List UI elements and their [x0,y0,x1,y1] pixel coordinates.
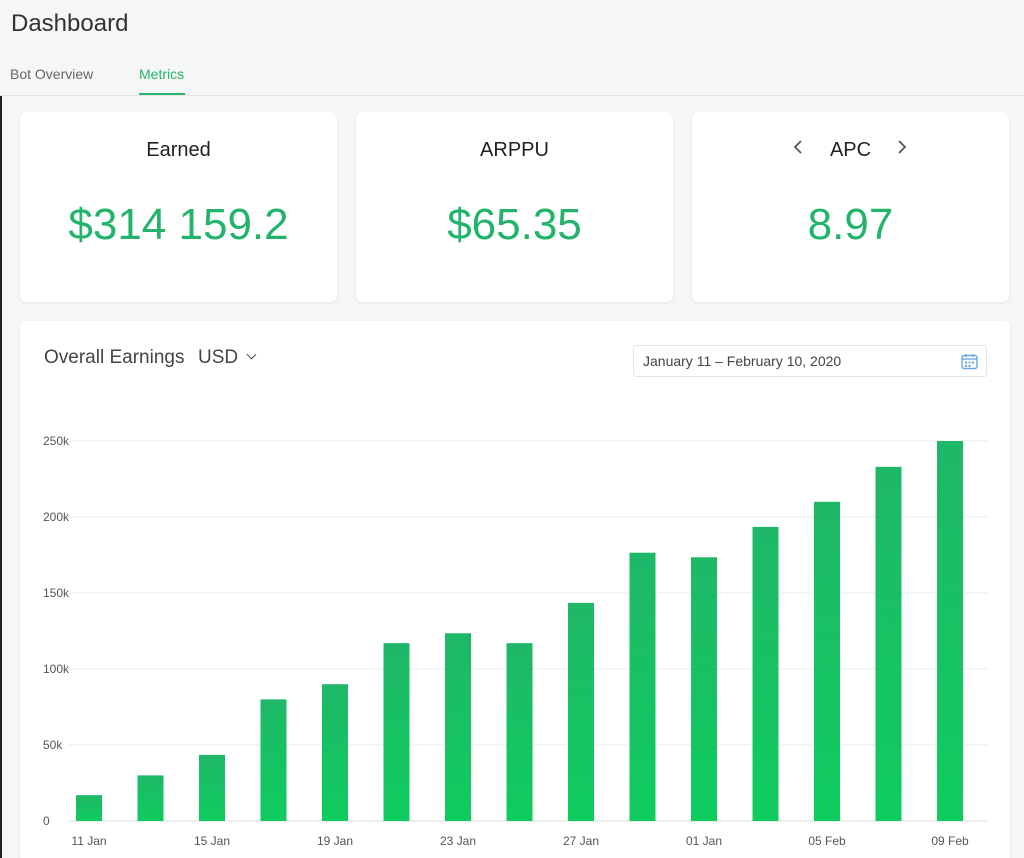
date-range-text: January 11 – February 10, 2020 [643,353,842,369]
apc-label: APC [829,139,872,161]
earned-label: Earned [146,139,211,161]
currency-label: USD [198,347,239,368]
x-tick-label: 15 Jan [194,834,230,848]
x-tick-label: 11 Jan [71,834,106,848]
y-tick-label: 200k [43,510,70,524]
page-title: Dashboard [11,10,129,37]
arppu-card: ARPPU $65.35 [356,112,673,302]
earned-value: $314 159.2 [68,200,289,249]
chart-bar[interactable] [322,684,348,821]
arppu-label: ARPPU [480,139,549,161]
chart-title: Overall Earnings [44,347,185,368]
chart-bar[interactable] [76,795,102,821]
date-range-picker[interactable]: January 11 – February 10, 2020 [633,345,987,377]
chart-bar[interactable] [199,754,225,821]
y-tick-label: 100k [43,662,70,676]
chart-bar[interactable] [383,643,410,821]
y-tick-label: 50k [43,738,63,752]
tab-metrics[interactable]: Metrics [139,66,186,95]
arppu-value: $65.35 [447,200,582,249]
y-tick-label: 250k [43,434,70,448]
y-tick-label: 150k [43,586,70,600]
x-tick-label: 05 Feb [808,834,846,848]
chart-bar[interactable] [137,775,164,821]
chart-bar[interactable] [568,602,594,821]
chart-bar[interactable] [814,501,840,821]
dashboard-header: Dashboard Bot Overview Metrics [0,0,1024,96]
earned-card: Earned $314 159.2 [20,112,337,302]
x-tick-label: 01 Jan [686,834,722,848]
chart-bar[interactable] [260,699,287,821]
chart-bar[interactable] [752,526,779,821]
calendar-icon [961,353,978,375]
chart-bar[interactable] [629,552,656,821]
chart-bar[interactable] [506,643,533,821]
x-tick-label: 09 Feb [931,834,969,848]
x-tick-label: 19 Jan [317,834,353,848]
currency-dropdown[interactable]: USD [198,347,257,369]
y-tick-label: 0 [43,814,50,828]
chart-bar[interactable] [875,466,902,821]
apc-card: APC 8.97 [692,112,1009,302]
chart-bar[interactable] [937,441,963,821]
chart-bar[interactable] [691,557,717,821]
apc-value: 8.97 [807,200,894,249]
window-edge [0,0,2,858]
tab-bot-overview[interactable]: Bot Overview [10,66,94,82]
chevron-right-icon[interactable] [896,138,908,161]
x-tick-label: 23 Jan [440,834,476,848]
earnings-chart-card: Overall Earnings USD January 11 – Februa… [20,321,1010,858]
chart-bar[interactable] [445,633,471,821]
chevron-left-icon[interactable] [792,138,804,161]
x-tick-label: 27 Jan [563,834,599,848]
earnings-bar-chart: 0 50k 100k 150k 200k 250k 11 Jan 15 Jan 19 Jan 23… [43,434,988,848]
